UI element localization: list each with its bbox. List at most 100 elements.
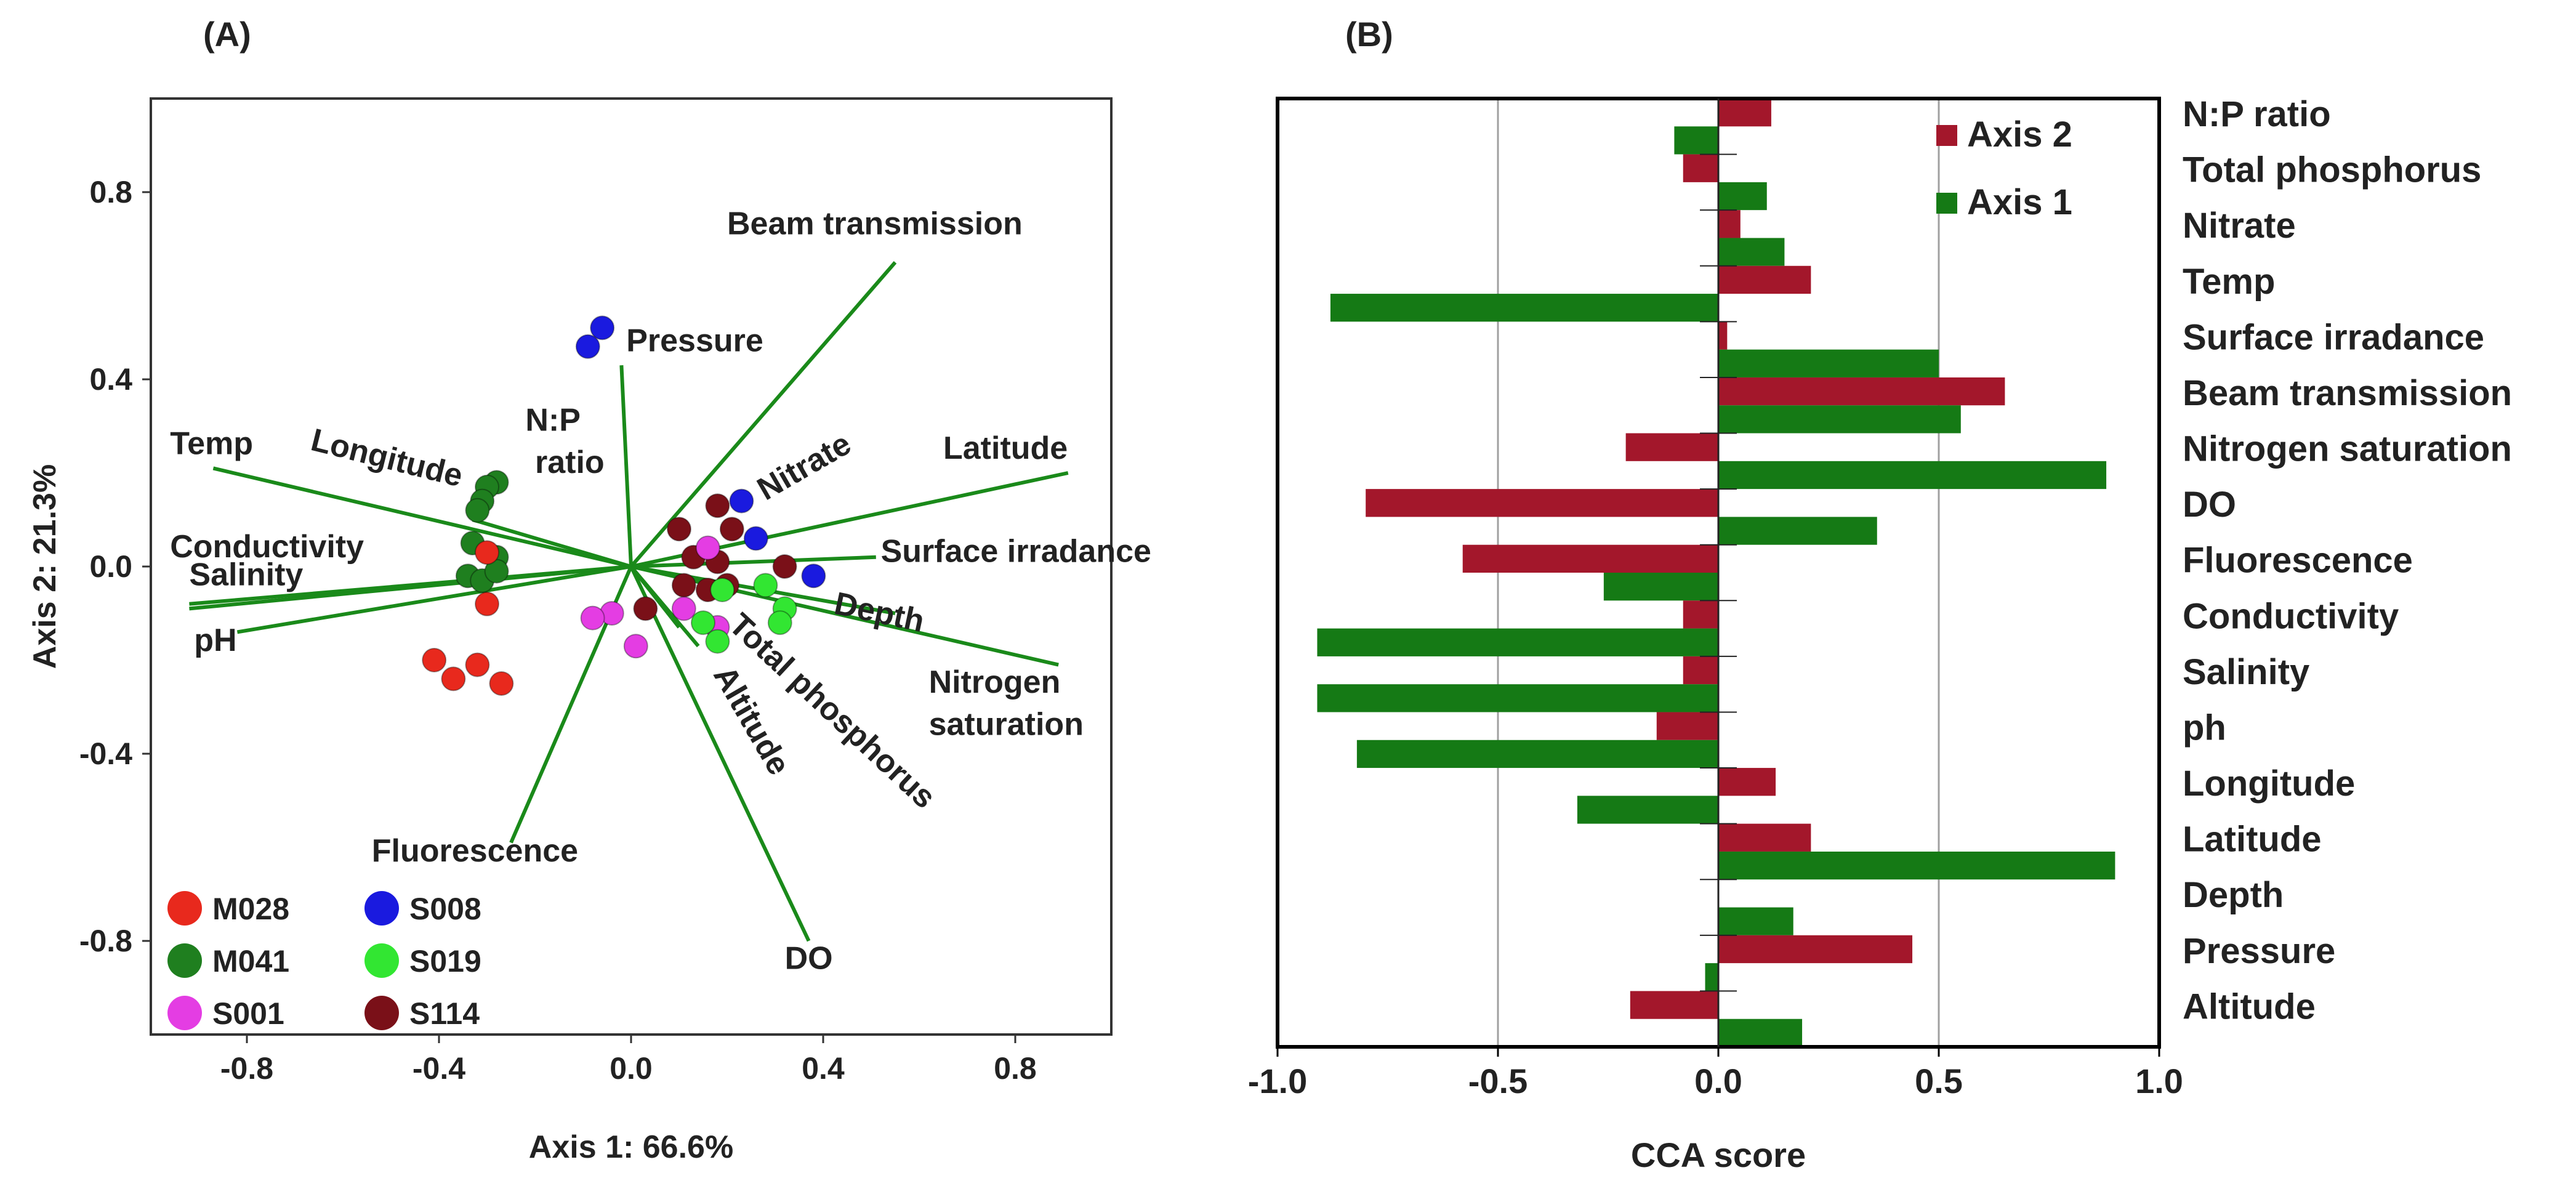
- bar-axis2: [1683, 600, 1718, 629]
- panel-a-x-axis-label: Axis 1: 66.6%: [529, 1129, 733, 1165]
- panel-b-x-axis: -1.0 -0.5 0.0 0.5 1.0: [1248, 1047, 2183, 1100]
- legend-swatch-axis2: [1936, 125, 1957, 146]
- point-s019: [753, 573, 778, 598]
- vector-label-nitrate: Nitrate: [751, 426, 857, 507]
- x-tick-label: -0.4: [413, 1051, 465, 1086]
- point-m028: [475, 591, 499, 616]
- y-tick-label: -0.8: [79, 924, 132, 958]
- bar-axis1: [1718, 461, 2107, 490]
- vector-label-do: DO: [785, 941, 833, 977]
- category-label: Nitrate: [2183, 206, 2296, 246]
- vector-label-latitude: Latitude: [943, 430, 1068, 466]
- bar-axis1: [1718, 349, 1939, 377]
- bar-axis2: [1656, 712, 1718, 740]
- legend-marker-m028: [167, 891, 202, 926]
- bar-axis1: [1705, 963, 1718, 991]
- legend-label-s008: S008: [409, 892, 481, 926]
- vector-label-ph: pH: [194, 623, 236, 658]
- panel-a-legend: M028 M041 S001 S008 S019 S114: [167, 891, 481, 1031]
- bar-axis1: [1330, 294, 1718, 322]
- bar-axis2: [1718, 823, 1811, 852]
- legend-swatch-axis1: [1936, 193, 1957, 214]
- point-s019: [705, 629, 730, 654]
- panel-a-vectors: [189, 261, 1069, 942]
- point-m028: [475, 540, 499, 565]
- point-s008: [590, 315, 615, 341]
- bar-axis1: [1718, 182, 1767, 211]
- vector-label-surface-irradance: Surface irradance: [881, 533, 1151, 569]
- bar-axis1: [1674, 126, 1718, 155]
- panel-b-category-labels: N:P ratio Total phosphorus Nitrate Temp Surf…: [2183, 94, 2512, 1027]
- bar-axis2: [1718, 377, 2005, 406]
- bar-axis1: [1718, 1019, 1803, 1047]
- vector-label-nitrogen-saturation-line1: Nitrogen: [929, 664, 1061, 700]
- legend-label-s019: S019: [409, 944, 481, 978]
- category-label: Salinity: [2183, 652, 2309, 692]
- vector-label-nitrogen-saturation-line2: saturation: [929, 707, 1084, 743]
- panel-b: (B) -1.0 -0.5 0.0 0.5 1.0 N:P ratio Total pho…: [1248, 15, 2512, 1174]
- x-tick-label: 0.5: [1915, 1062, 1963, 1100]
- panel-b-zero-axis: [1700, 99, 1737, 1047]
- bar-axis1: [1718, 907, 1793, 935]
- category-label: Altitude: [2183, 986, 2316, 1027]
- x-tick-label: 0.0: [1694, 1062, 1742, 1100]
- point-s114: [633, 596, 658, 621]
- bar-axis1: [1577, 796, 1718, 824]
- bar-axis1: [1317, 684, 1718, 712]
- category-label: DO: [2183, 485, 2236, 525]
- panel-a-points: [422, 315, 826, 696]
- legend-marker-s008: [364, 891, 399, 926]
- bar-axis1: [1317, 628, 1718, 656]
- point-s114: [667, 517, 691, 542]
- bar-axis2: [1718, 99, 1771, 127]
- vector-ph: [236, 565, 632, 634]
- point-s019: [710, 578, 735, 602]
- category-label: N:P ratio: [2183, 94, 2331, 134]
- panel-a-y-axis: -0.8 -0.4 0.0 0.4 0.8: [79, 175, 151, 958]
- panel-b-bars: [1317, 99, 2115, 1047]
- category-label: ph: [2183, 708, 2226, 748]
- y-tick-label: 0.0: [89, 549, 132, 584]
- legend-label-m028: M028: [212, 892, 289, 926]
- point-s019: [767, 610, 792, 635]
- legend-label-axis2: Axis 2: [1967, 115, 2072, 155]
- point-s001: [695, 535, 720, 560]
- vector-label-pressure: Pressure: [626, 323, 763, 358]
- vector-altitude: [629, 565, 681, 629]
- category-label: Surface irradance: [2183, 317, 2484, 357]
- panel-a-x-axis: -0.8 -0.4 0.0 0.4 0.8: [220, 1035, 1037, 1086]
- legend-label-s114: S114: [409, 996, 480, 1031]
- x-tick-label: 1.0: [2135, 1062, 2183, 1100]
- bar-axis2: [1718, 935, 1913, 964]
- point-s008: [729, 488, 754, 514]
- legend-label-s001: S001: [212, 996, 284, 1031]
- point-s001: [580, 605, 605, 631]
- y-tick-label: 0.8: [89, 175, 132, 209]
- vector-label-longitude: Longitude: [307, 422, 466, 494]
- point-s019: [691, 610, 715, 635]
- bar-axis1: [1356, 740, 1718, 768]
- point-s114: [671, 573, 696, 598]
- category-label: Depth: [2183, 875, 2284, 915]
- panel-b-legend: Axis 2 Axis 1: [1936, 115, 2072, 222]
- panel-a-label: (A): [203, 15, 251, 54]
- point-m028: [489, 671, 514, 696]
- point-m041: [484, 559, 509, 584]
- vector-pressure: [619, 365, 633, 567]
- vector-label-beam-transmission: Beam transmission: [727, 206, 1023, 241]
- panel-b-x-axis-label: CCA score: [1631, 1136, 1806, 1174]
- bar-axis2: [1718, 321, 1728, 350]
- vector-label-conductivity: Conductivity: [170, 529, 364, 565]
- panel-b-label: (B): [1345, 15, 1393, 54]
- y-tick-label: -0.4: [79, 736, 132, 771]
- panel-a-vector-labels: Beam transmission Pressure N:P ratio Nitrate…: [170, 206, 1151, 976]
- point-m041: [465, 498, 490, 523]
- legend-label-m041: M041: [212, 944, 289, 978]
- category-label: Total phosphorus: [2183, 150, 2481, 190]
- point-s114: [705, 493, 730, 518]
- vector-label-np-ratio-line1: N:P: [525, 403, 581, 438]
- bar-axis1: [1718, 851, 2115, 880]
- point-m028: [441, 666, 466, 692]
- category-label: Fluorescence: [2183, 541, 2413, 581]
